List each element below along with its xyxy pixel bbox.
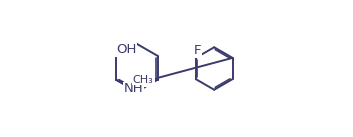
Text: CH₃: CH₃	[133, 75, 154, 85]
Text: F: F	[194, 44, 202, 57]
Text: NH: NH	[123, 82, 143, 95]
Text: O: O	[143, 73, 154, 86]
Text: OH: OH	[116, 43, 137, 56]
